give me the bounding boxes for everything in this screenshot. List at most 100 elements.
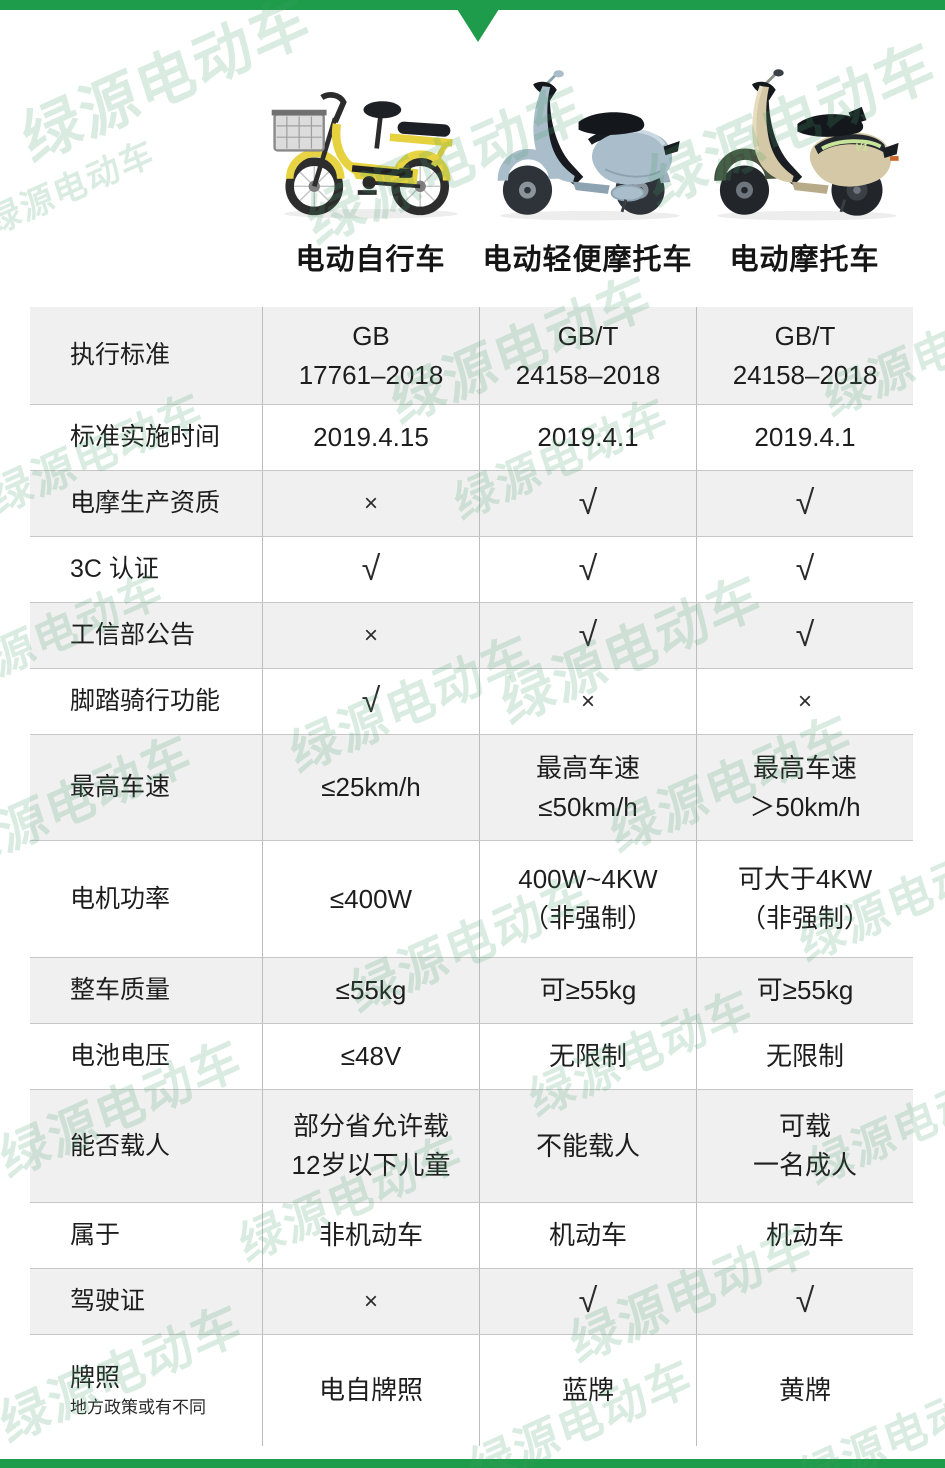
row-label-text: 能否载人 <box>70 1131 171 1160</box>
row-label: 脚踏骑行功能 <box>30 669 262 734</box>
table-row: 执行标准 GB 17761–2018 GB/T 24158–2018 GB/T 241… <box>30 307 913 404</box>
top-green-bar <box>0 0 945 10</box>
vehicle-column-light-moped: 电动轻便摩托车 <box>479 66 696 278</box>
row-label-text: 3C 认证 <box>70 555 159 584</box>
table-cell-value: 最高车速 ≤50km/h <box>479 735 696 840</box>
check-mark: √ <box>479 1269 696 1334</box>
table-cell-value: ≤400W <box>262 841 479 957</box>
row-label: 电池电压 <box>30 1024 262 1089</box>
table-row: 属于 非机动车 机动车 机动车 <box>30 1202 913 1268</box>
vehicle-column-ebike: 电动自行车 <box>262 66 479 278</box>
row-label: 工信部公告 <box>30 603 262 668</box>
row-label: 能否载人 <box>30 1090 262 1202</box>
row-label: 执行标准 <box>30 307 262 404</box>
electric-light-moped-image <box>497 70 680 221</box>
table-cell-value: 部分省允许载 12岁以下儿童 <box>262 1090 479 1202</box>
svg-text:V1: V1 <box>855 142 868 153</box>
table-cell-value: 2019.4.1 <box>479 405 696 470</box>
comparison-table: 执行标准 GB 17761–2018 GB/T 24158–2018 GB/T 241… <box>30 307 913 1446</box>
brand-watermark-text: 绿源电动车 <box>0 133 160 244</box>
row-sublabel-text: 地方政策或有不同 <box>70 1398 206 1418</box>
table-row: 最高车速 ≤25km/h 最高车速 ≤50km/h 最高车速 ＞50km/h <box>30 734 913 840</box>
check-mark: √ <box>696 471 913 536</box>
table-cell-value: 机动车 <box>479 1203 696 1268</box>
check-mark: √ <box>696 1269 913 1334</box>
table-cell-value: 蓝牌 <box>479 1335 696 1446</box>
table-row: 3C 认证 √ √ √ <box>30 536 913 602</box>
row-label-text: 标准实施时间 <box>70 423 221 452</box>
table-cell-value: 2019.4.1 <box>696 405 913 470</box>
row-label: 属于 <box>30 1203 262 1268</box>
table-cell-value: GB/T 24158–2018 <box>696 307 913 404</box>
row-label: 整车质量 <box>30 958 262 1023</box>
table-cell-value: 可大于4KW （非强制） <box>696 841 913 957</box>
check-mark: √ <box>262 669 479 734</box>
row-label: 最高车速 <box>30 735 262 840</box>
table-cell-value: 最高车速 ＞50km/h <box>696 735 913 840</box>
row-label-text: 整车质量 <box>70 976 171 1005</box>
row-label-text: 电池电压 <box>70 1042 171 1071</box>
row-label: 电机功率 <box>30 841 262 957</box>
row-label-text: 电摩生产资质 <box>70 489 221 518</box>
row-label-text: 牌照 <box>70 1363 121 1392</box>
down-triangle-pointer-icon <box>457 9 499 42</box>
electric-bicycle-image <box>271 92 458 219</box>
table-cell-value: 非机动车 <box>262 1203 479 1268</box>
row-label-text: 执行标准 <box>70 341 171 370</box>
cross-mark: × <box>262 471 479 536</box>
table-row: 驾驶证 × √ √ <box>30 1268 913 1334</box>
table-row: 脚踏骑行功能 √ × × <box>30 668 913 734</box>
row-label: 驾驶证 <box>30 1269 262 1334</box>
vehicle-name-motorcycle: 电动摩托车 <box>729 244 880 276</box>
table-cell-value: GB 17761–2018 <box>262 307 479 404</box>
row-label: 标准实施时间 <box>30 405 262 470</box>
table-cell-value: 可载 一名成人 <box>696 1090 913 1202</box>
bottom-green-bar <box>0 1459 945 1468</box>
row-label-text: 工信部公告 <box>70 621 196 650</box>
cross-mark: × <box>479 669 696 734</box>
table-cell-value: GB/T 24158–2018 <box>479 307 696 404</box>
cross-mark: × <box>262 603 479 668</box>
row-label-text: 驾驶证 <box>70 1287 146 1316</box>
check-mark: √ <box>479 537 696 602</box>
row-label: 电摩生产资质 <box>30 471 262 536</box>
table-cell-value: 机动车 <box>696 1203 913 1268</box>
check-mark: √ <box>696 537 913 602</box>
electric-motorcycle-image: V1 <box>713 69 899 221</box>
table-cell-value: 可≥55kg <box>479 958 696 1023</box>
table-cell-value: ≤25km/h <box>262 735 479 840</box>
table-cell-value: ≤55kg <box>262 958 479 1023</box>
check-mark: √ <box>262 537 479 602</box>
cross-mark: × <box>696 669 913 734</box>
table-row: 牌照 地方政策或有不同 电自牌照 蓝牌 黄牌 <box>30 1334 913 1446</box>
vehicle-name-light-moped: 电动轻便摩托车 <box>482 244 693 276</box>
row-label-text: 属于 <box>70 1221 121 1250</box>
table-row: 电摩生产资质 × √ √ <box>30 470 913 536</box>
table-cell-value: 2019.4.15 <box>262 405 479 470</box>
table-row: 工信部公告 × √ √ <box>30 602 913 668</box>
row-label-text: 脚踏骑行功能 <box>70 687 221 716</box>
table-row: 电池电压 ≤48V 无限制 无限制 <box>30 1023 913 1089</box>
table-cell-value: 无限制 <box>696 1024 913 1089</box>
table-row: 整车质量 ≤55kg 可≥55kg 可≥55kg <box>30 957 913 1023</box>
row-label: 3C 认证 <box>30 537 262 602</box>
row-label-text: 电机功率 <box>70 884 171 913</box>
table-cell-value: 不能载人 <box>479 1090 696 1202</box>
check-mark: √ <box>696 603 913 668</box>
row-label-text: 最高车速 <box>70 773 171 802</box>
table-cell-value: 无限制 <box>479 1024 696 1089</box>
table-row: 标准实施时间 2019.4.15 2019.4.1 2019.4.1 <box>30 404 913 470</box>
table-cell-value: ≤48V <box>262 1024 479 1089</box>
cross-mark: × <box>262 1269 479 1334</box>
table-row: 电机功率 ≤400W 400W~4KW （非强制） 可大于4KW （非强制） <box>30 840 913 957</box>
table-cell-value: 黄牌 <box>696 1335 913 1446</box>
check-mark: √ <box>479 471 696 536</box>
vehicle-header: 电动自行车 <box>262 66 913 278</box>
table-cell-value: 400W~4KW （非强制） <box>479 841 696 957</box>
table-cell-value: 电自牌照 <box>262 1335 479 1446</box>
table-cell-value: 可≥55kg <box>696 958 913 1023</box>
row-label: 牌照地方政策或有不同 <box>30 1335 262 1446</box>
check-mark: √ <box>479 603 696 668</box>
table-row: 能否载人 部分省允许载 12岁以下儿童 不能载人 可载 一名成人 <box>30 1089 913 1202</box>
